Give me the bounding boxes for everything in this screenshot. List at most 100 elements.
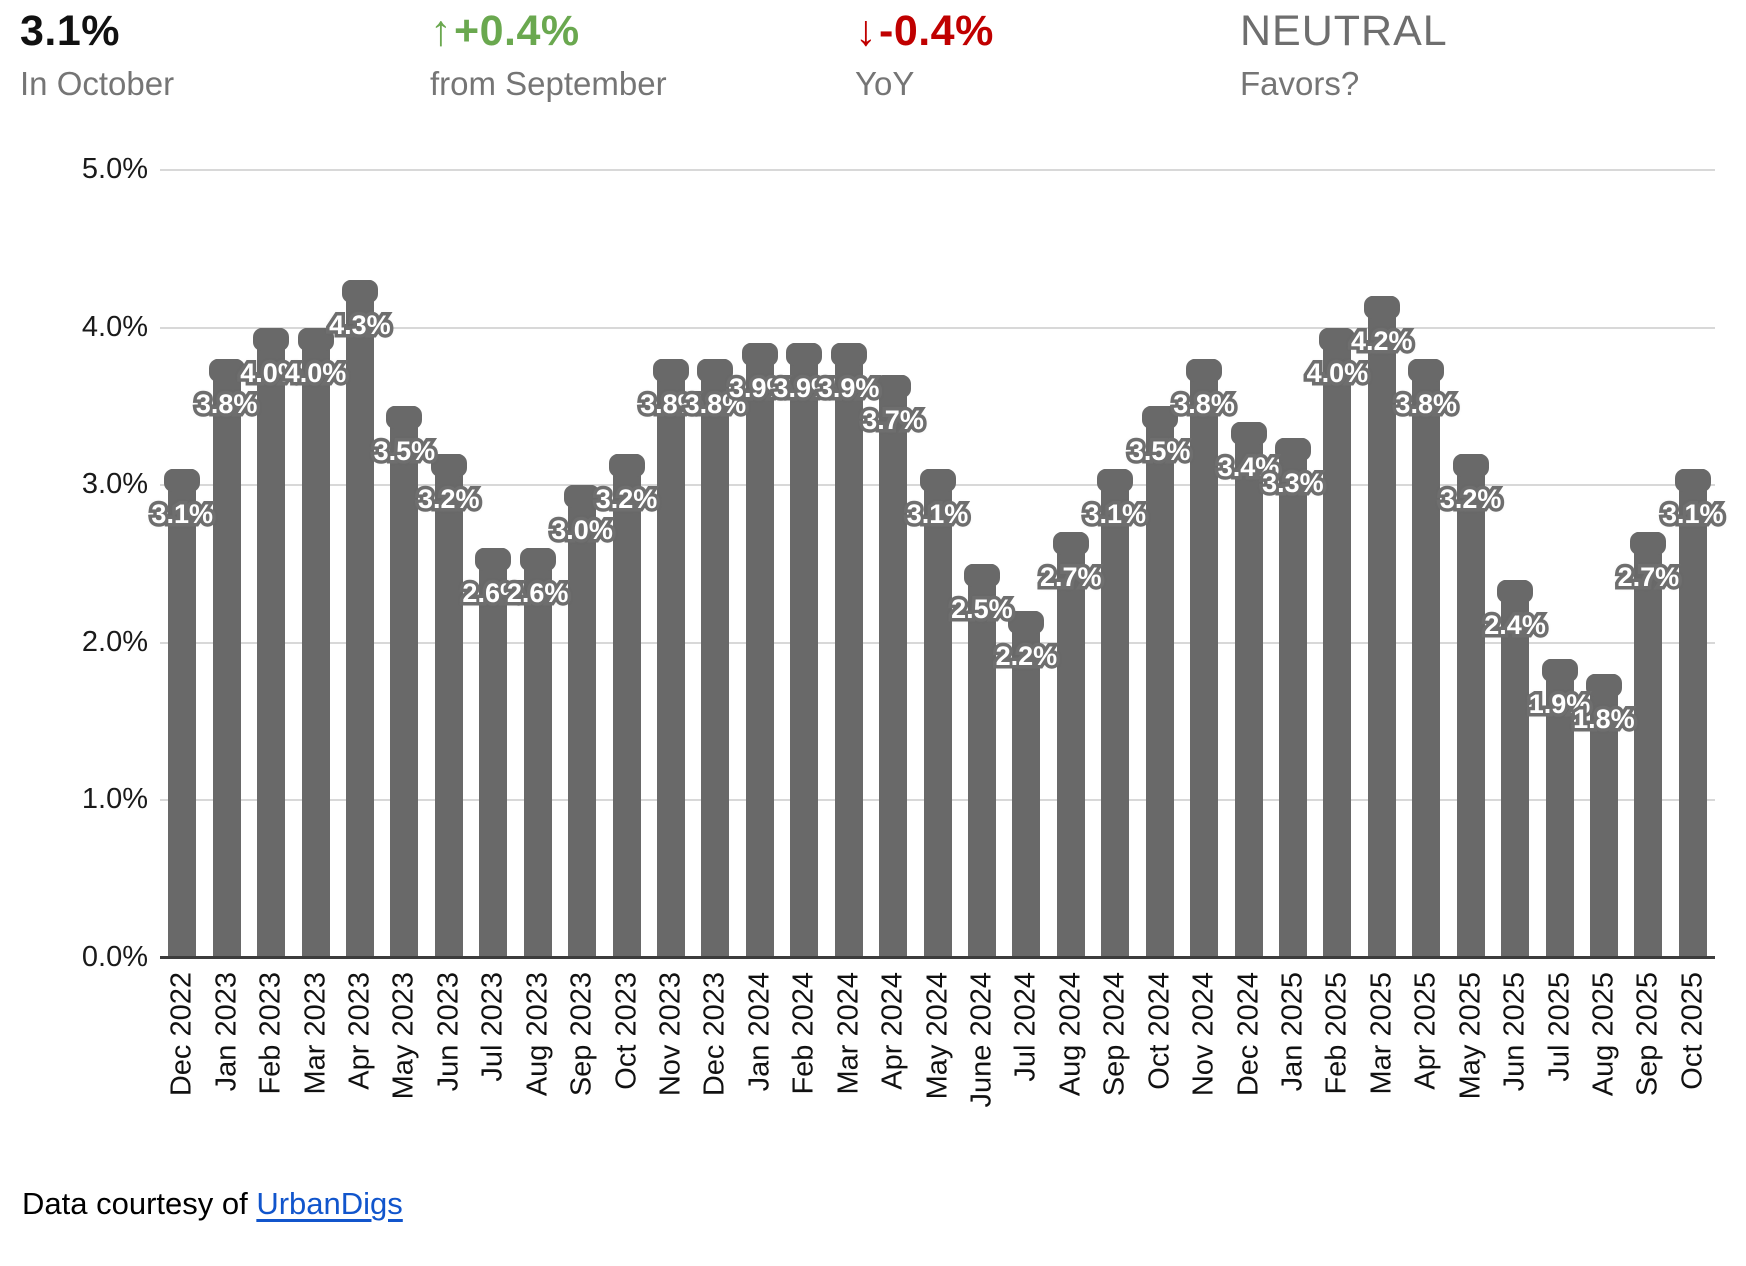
bar-value-halo: 2.6% (459, 575, 527, 612)
bar (967, 564, 996, 958)
bar-cap (1630, 532, 1667, 556)
stat-month-over-month: ↑+0.4% from September (430, 6, 667, 103)
bar-value-label: 3.9% 3.9% (770, 370, 838, 407)
bar-value-text: 1.9% (1528, 688, 1591, 719)
x-axis-tick-label: Aug 2024 (1054, 972, 1087, 1097)
bar-value-text: 2.6% (506, 578, 569, 609)
bar-value-text: 3.1% (906, 499, 969, 530)
bar (1634, 532, 1663, 958)
bar-cap (1097, 469, 1134, 493)
bar (212, 359, 241, 958)
bar-value-halo: 3.1% (1081, 496, 1149, 533)
bar-cap (1230, 422, 1267, 446)
bar (745, 343, 774, 958)
stat-favor-value: NEUTRAL (1240, 7, 1448, 55)
bar-value-label: 3.9% 3.9% (726, 370, 794, 407)
bar-value-text: 3.0% (551, 515, 613, 546)
bar-value-halo: 3.5% (1125, 433, 1193, 470)
bar-cap (1674, 469, 1711, 493)
x-axis-tick-label: June 2024 (965, 972, 998, 1108)
x-axis-tick-label: Jul 2025 (1543, 972, 1575, 1082)
bar-value-label: 3.0% 3.0% (548, 512, 616, 549)
bar-value-halo: 4.2% (1348, 323, 1416, 360)
bar-value-text: 3.1% (151, 499, 213, 530)
bar-value-text: 3.8% (1395, 389, 1457, 420)
stat-current-label: In October (20, 65, 175, 102)
bar-value-halo: 3.5% (370, 433, 438, 470)
bar-value-label: 3.3% 3.3% (1259, 464, 1327, 501)
x-axis-tick-label: Aug 2023 (521, 972, 554, 1097)
bar-cap (652, 359, 689, 383)
bar-value-text: 3.1% (1084, 499, 1146, 530)
x-axis-tick-label: May 2025 (1454, 972, 1487, 1100)
bar-value-label: 3.7% 3.7% (859, 401, 927, 438)
bar-value-halo: 3.8% (637, 386, 705, 423)
bar (656, 359, 685, 958)
y-axis-tick-label: 2.0% (81, 625, 148, 658)
urbandigs-link[interactable]: UrbanDigs (256, 1186, 403, 1221)
bar-value-halo: 1.9% (1525, 685, 1593, 722)
bar-cap (564, 485, 601, 509)
bar-value-halo: 3.2% (592, 480, 660, 517)
x-axis-tick-label: Apr 2023 (343, 972, 376, 1090)
x-axis-tick-label: Oct 2024 (1143, 972, 1176, 1090)
bar-value-label: 3.1% 3.1% (1081, 496, 1149, 533)
bar-value-label: 1.9% 1.9% (1525, 685, 1593, 722)
bar (1367, 296, 1396, 958)
bar-value-label: 4.0% 4.0% (281, 354, 349, 391)
bar-cap (1363, 296, 1400, 320)
x-axis-tick-label: May 2023 (387, 972, 420, 1100)
bar-cap (519, 548, 556, 572)
bar-value-halo: 3.4% (1214, 449, 1282, 486)
stat-favor-label: Favors? (1240, 65, 1360, 102)
bar (479, 548, 508, 958)
bar-chart: 0.0% 1.0% 2.0% 3.0% 4.0% 5.0% 3.1% 3.1% Dec 2022… (0, 148, 1746, 1218)
bar-cap (1274, 437, 1311, 461)
bar-value-halo: 2.7% (1614, 559, 1682, 596)
bar-value-halo: 3.3% (1259, 464, 1327, 501)
bar-value-halo: 2.4% (1481, 606, 1549, 643)
bar (1678, 469, 1707, 958)
bar-value-text: 3.4% (1217, 452, 1280, 483)
bar-cap (1052, 532, 1089, 556)
bar-cap (786, 343, 823, 367)
x-axis-tick-label: Oct 2023 (610, 972, 642, 1090)
bar-value-halo: 3.9% (726, 370, 794, 407)
bar-value-text: 2.2% (995, 641, 1058, 672)
bar (301, 327, 330, 958)
bar-value-label: 2.7% 2.7% (1037, 559, 1105, 596)
bar-cap (164, 469, 201, 493)
bar (1101, 469, 1130, 958)
bar-value-halo: 4.0% (1303, 354, 1371, 391)
bar-value-label: 3.9% 3.9% (814, 370, 882, 407)
x-axis-tick-label: Jun 2025 (1498, 972, 1531, 1092)
bar (390, 406, 419, 958)
y-axis-tick-label: 0.0% (81, 941, 148, 973)
bar-cap (253, 327, 290, 351)
stat-current: 3.1% In October (20, 6, 174, 103)
bar-value-halo: 3.1% (903, 496, 971, 533)
x-axis-tick-label: Sep 2024 (1098, 972, 1131, 1097)
bar-value-halo: 3.8% (192, 386, 260, 423)
bar-value-label: 3.2% 3.2% (1436, 480, 1504, 517)
bar-value-label: 2.7% 2.7% (1614, 559, 1682, 596)
stat-mom-label: from September (430, 65, 667, 102)
stat-yoy-number: -0.4% (879, 7, 994, 55)
bar (523, 548, 552, 958)
bar-value-text: 2.7% (1040, 562, 1102, 593)
x-axis-tick-label: Jul 2023 (476, 972, 509, 1082)
bar-value-halo: 1.8% (1570, 701, 1638, 738)
bar-value-label: 3.8% 3.8% (1392, 386, 1460, 423)
bar-value-label: 4.0% 4.0% (237, 354, 305, 391)
bar (1323, 327, 1352, 958)
bar-value-label: 3.1% 3.1% (1659, 496, 1727, 533)
x-axis-tick-label: Mar 2024 (832, 972, 865, 1095)
bar-cap (1408, 359, 1445, 383)
bar-cap (1497, 579, 1534, 603)
y-axis-tick-label: 5.0% (81, 153, 148, 185)
bar-value-label: 3.2% 3.2% (592, 480, 660, 517)
bar (790, 343, 819, 958)
bar-value-text: 3.8% (1173, 389, 1235, 420)
bar-value-label: 2.6% 2.6% (503, 575, 571, 612)
bar-value-text: 3.9% (729, 373, 791, 404)
